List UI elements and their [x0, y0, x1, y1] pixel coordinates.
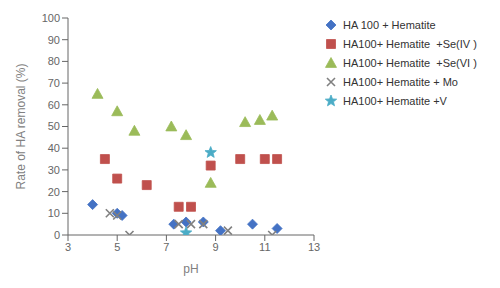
svg-text:Rate of HA removal (%): Rate of HA removal (%) [14, 63, 28, 189]
svg-text:30: 30 [48, 164, 60, 176]
svg-text:10: 10 [48, 207, 60, 219]
svg-text:13: 13 [308, 241, 320, 253]
svg-text:100: 100 [42, 12, 60, 24]
svg-text:7: 7 [163, 241, 169, 253]
svg-text:11: 11 [259, 241, 270, 253]
html-text:HA100+ Hematite +V: HA100+ Hematite +V [343, 95, 447, 107]
svg-text:40: 40 [48, 142, 60, 154]
svg-text:80: 80 [48, 55, 60, 67]
html-text:HA100+ Hematite +Se(VI ): HA100+ Hematite +Se(VI ) [343, 57, 477, 69]
svg-text:3: 3 [65, 241, 71, 253]
svg-text:9: 9 [213, 241, 219, 253]
svg-text:pH: pH [183, 262, 198, 276]
html-text:HA100+ Hematite + Mo: HA100+ Hematite + Mo [343, 76, 458, 88]
svg-text:60: 60 [48, 99, 60, 111]
svg-text:90: 90 [48, 34, 60, 46]
svg-text:70: 70 [48, 77, 60, 89]
html-text:HA100+ Hematite +Se(IV ): HA100+ Hematite +Se(IV ) [343, 38, 477, 50]
svg-text:20: 20 [48, 186, 60, 198]
svg-text:0: 0 [54, 229, 60, 241]
svg-text:5: 5 [114, 241, 120, 253]
svg-text:50: 50 [48, 120, 60, 132]
html-text:HA 100 + Hematite: HA 100 + Hematite [343, 19, 436, 31]
